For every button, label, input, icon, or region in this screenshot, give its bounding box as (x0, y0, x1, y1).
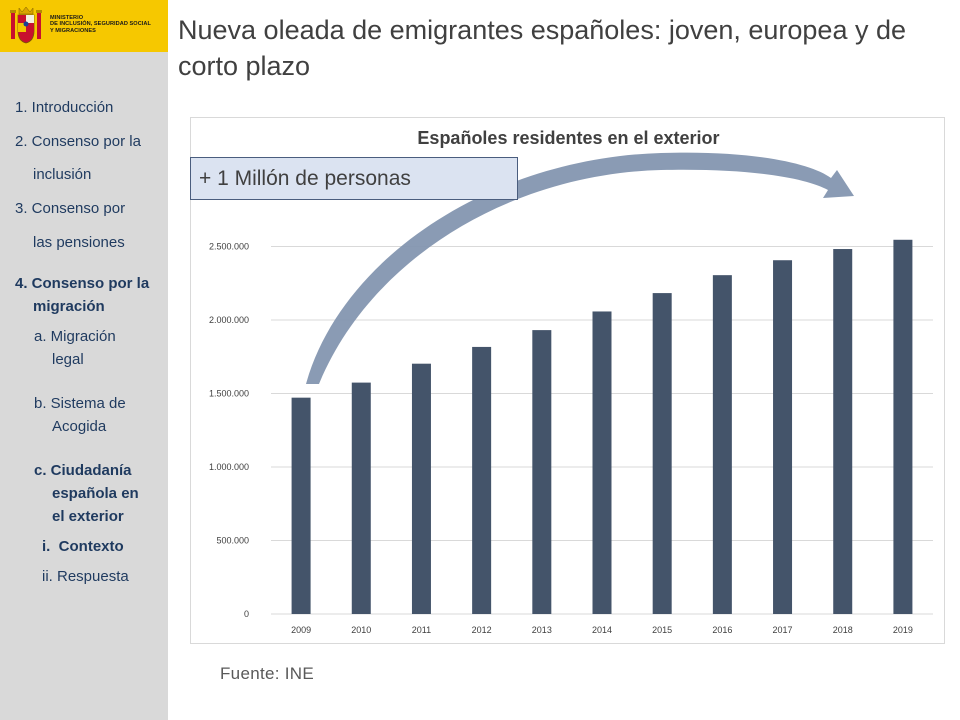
bar (893, 239, 913, 614)
bar (592, 311, 612, 614)
nav-item-consenso-inclusion[interactable]: 2. Consenso por la (15, 133, 141, 150)
nav-item-sistema-acogida[interactable]: b. Sistema de (34, 395, 126, 412)
ministry-line-1: MINISTERIO (50, 15, 84, 21)
bar (411, 363, 431, 614)
x-tick-label: 2016 (712, 625, 732, 635)
chart-title: Españoles residentes en el exterior (417, 128, 720, 148)
bar (652, 293, 672, 614)
bar (712, 275, 732, 614)
ministry-name: MINISTERIO DE INCLUSIÓN, SEGURIDAD SOCIA… (50, 15, 166, 34)
y-tick-label: 500.000 (216, 536, 249, 546)
bar-chart: 0 500.000 1.000.000 1.500.000 2.000.000 2.500… (209, 152, 933, 635)
x-tick-label: 2018 (833, 625, 853, 635)
nav-item-consenso-migracion-cont[interactable]: migración (33, 298, 105, 315)
bar (351, 382, 371, 614)
nav-item-contexto[interactable]: i. Contexto (42, 538, 124, 555)
bar (291, 397, 311, 614)
y-tick-label: 0 (244, 609, 249, 619)
x-tick-label: 2010 (351, 625, 371, 635)
nav-item-ciudadania-cont-1[interactable]: española en (52, 485, 139, 502)
nav-item-introduccion[interactable]: 1. Introducción (15, 99, 114, 116)
y-tick-label: 1.000.000 (209, 462, 249, 472)
nav-item-respuesta[interactable]: ii. Respuesta (42, 568, 129, 585)
y-tick-label: 2.500.000 (209, 242, 249, 252)
growth-arrow (306, 152, 854, 384)
nav-item-consenso-pensiones[interactable]: 3. Consenso por (15, 200, 126, 217)
page-title: Nueva oleada de emigrantes españoles: jo… (178, 15, 906, 81)
bar (833, 249, 853, 614)
nav-item-migracion-legal[interactable]: a. Migración (34, 328, 116, 345)
x-tick-label: 2014 (592, 625, 612, 635)
x-tick-label: 2012 (472, 625, 492, 635)
bar (532, 330, 552, 614)
nav-item-consenso-migracion[interactable]: 4. Consenso por la (15, 275, 150, 292)
source-note: Fuente: INE (220, 664, 315, 683)
x-tick-label: 2017 (773, 625, 793, 635)
bar (472, 346, 492, 614)
ministry-line-2: DE INCLUSIÓN, SEGURIDAD SOCIAL (50, 21, 151, 28)
y-tick-label: 2.000.000 (209, 315, 249, 325)
ministry-logo: MINISTERIO DE INCLUSIÓN, SEGURIDAD SOCIA… (0, 0, 168, 52)
x-tick-label: 2011 (412, 625, 431, 635)
sidebar: MINISTERIO DE INCLUSIÓN, SEGURIDAD SOCIA… (0, 0, 168, 720)
ministry-line-3: Y MIGRACIONES (50, 27, 96, 34)
coat-of-arms-icon (10, 6, 42, 44)
x-tick-label: 2019 (893, 625, 913, 635)
y-tick-label: 1.500.000 (209, 389, 249, 399)
x-tick-label: 2009 (291, 625, 311, 635)
callout-box: + 1 Millón de personas (190, 157, 518, 200)
nav-item-sistema-acogida-cont[interactable]: Acogida (52, 418, 107, 435)
x-tick-label: 2015 (652, 625, 672, 635)
x-tick-label: 2013 (532, 625, 552, 635)
chart-container: 0 500.000 1.000.000 1.500.000 2.000.000 2.500… (190, 117, 945, 644)
nav-item-migracion-legal-cont[interactable]: legal (52, 351, 84, 368)
nav-item-ciudadania-cont-2[interactable]: el exterior (52, 508, 124, 525)
bar (773, 260, 793, 614)
nav-item-consenso-inclusion-cont[interactable]: inclusión (33, 166, 92, 183)
nav-item-consenso-pensiones-cont[interactable]: las pensiones (33, 234, 125, 251)
nav-item-ciudadania[interactable]: c. Ciudadanía (34, 462, 132, 479)
